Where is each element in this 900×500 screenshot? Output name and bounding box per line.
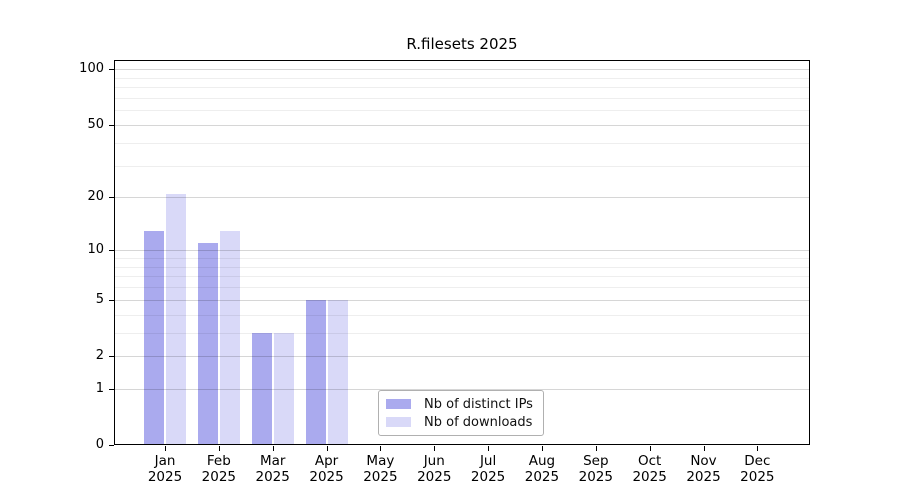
x-tick-label-jul: Jul 2025 — [470, 453, 506, 485]
gridline-major-1 — [114, 389, 810, 391]
x-tick-label-feb: Feb 2025 — [201, 453, 237, 485]
legend-label-distinct-ips: Nb of distinct IPs — [424, 396, 533, 412]
gridline-major-20 — [114, 197, 810, 199]
x-tick-nov — [703, 446, 705, 451]
x-tick-jan — [165, 446, 166, 451]
bar-downloads-feb — [219, 230, 240, 445]
y-tick-0 — [109, 445, 114, 446]
gridline-minor-80 — [114, 87, 810, 89]
x-tick-aug — [541, 446, 543, 451]
x-tick-label-jun: Jun 2025 — [417, 453, 452, 485]
x-tick-feb — [218, 446, 220, 451]
y-tick-1 — [109, 389, 114, 391]
y-tick-100 — [109, 69, 114, 71]
x-tick-mar — [272, 446, 274, 451]
gridline-major-2 — [114, 356, 810, 358]
legend-item-downloads: Nb of downloads — [386, 413, 535, 431]
gridline-minor-7 — [114, 276, 810, 278]
gridline-minor-90 — [114, 77, 810, 79]
gridline-major-5 — [114, 299, 810, 301]
y-tick-10 — [109, 250, 114, 252]
chart-title: R.filesets 2025 — [406, 35, 518, 53]
gridline-minor-30 — [114, 165, 810, 167]
x-tick-jul — [488, 446, 490, 451]
y-tick-label-1: 1 — [95, 381, 104, 397]
x-tick-sep — [595, 446, 597, 451]
x-tick-oct — [649, 446, 651, 451]
x-tick-label-mar: Mar 2025 — [255, 453, 290, 485]
gridline-minor-60 — [114, 110, 810, 112]
plot-area — [114, 60, 810, 445]
legend-label-downloads: Nb of downloads — [424, 414, 533, 430]
y-tick-label-100: 100 — [79, 61, 104, 77]
gridline-minor-9 — [114, 258, 810, 259]
x-tick-dec — [757, 446, 759, 451]
gridline-minor-8 — [114, 266, 810, 268]
bar-ips-apr — [305, 299, 326, 445]
x-tick-label-dec: Dec 2025 — [740, 453, 775, 485]
gridline-minor-70 — [114, 97, 810, 99]
x-tick-label-aug: Aug 2025 — [524, 453, 560, 485]
y-tick-label-0: 0 — [95, 437, 104, 452]
y-tick-2 — [109, 356, 114, 358]
gridline-major-100 — [114, 69, 810, 71]
x-tick-label-oct: Oct 2025 — [632, 453, 667, 485]
x-tick-apr — [326, 446, 328, 451]
y-tick-label-50: 50 — [87, 116, 104, 132]
gridline-minor-40 — [114, 142, 810, 144]
y-tick-label-10: 10 — [87, 242, 104, 258]
gridline-major-10 — [114, 250, 810, 252]
bar-downloads-jan — [166, 193, 186, 445]
y-tick-50 — [109, 124, 114, 126]
gridline-minor-3 — [114, 332, 810, 334]
y-tick-label-5: 5 — [95, 291, 104, 307]
y-tick-label-2: 2 — [95, 348, 104, 364]
x-tick-jun — [434, 446, 436, 451]
legend-swatch-downloads — [386, 417, 411, 427]
y-tick-20 — [109, 197, 114, 199]
y-tick-label-20: 20 — [87, 189, 104, 205]
legend: Nb of distinct IPs Nb of downloads — [378, 390, 544, 436]
y-tick-5 — [109, 299, 114, 301]
x-tick-label-sep: Sep 2025 — [578, 453, 613, 485]
gridline-minor-4 — [114, 314, 810, 316]
bar-downloads-apr — [327, 299, 348, 445]
gridline-major-50 — [114, 124, 810, 126]
legend-item-distinct-ips: Nb of distinct IPs — [386, 395, 535, 413]
bar-ips-feb — [197, 243, 218, 445]
bar-downloads-mar — [273, 332, 294, 445]
x-tick-may — [380, 446, 382, 451]
gridline-minor-6 — [114, 287, 810, 289]
legend-swatch-distinct-ips — [386, 399, 411, 409]
bar-ips-jan — [144, 230, 164, 445]
x-tick-label-apr: Apr 2025 — [309, 453, 344, 485]
bar-ips-mar — [251, 332, 272, 445]
x-tick-label-nov: Nov 2025 — [686, 453, 721, 485]
x-tick-label-may: May 2025 — [363, 453, 398, 485]
x-tick-label-jan: Jan 2025 — [147, 453, 183, 485]
